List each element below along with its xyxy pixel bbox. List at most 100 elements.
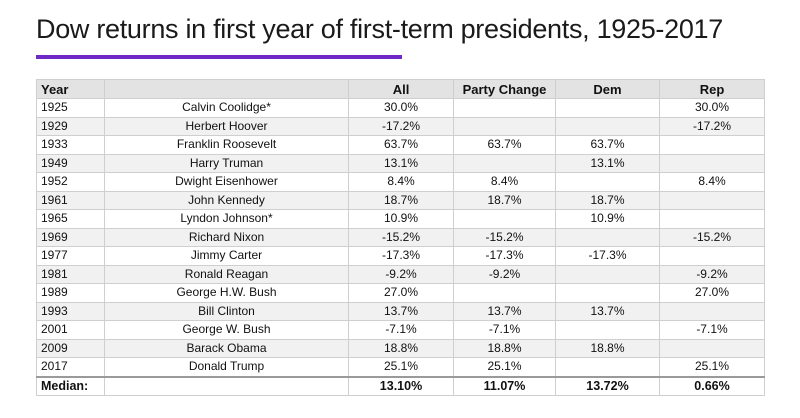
cell-party-change: -15.2% — [453, 227, 556, 247]
title-accent-bar — [36, 55, 402, 59]
cell-year: 1949 — [36, 153, 105, 173]
cell-dem — [555, 98, 660, 118]
cell-year: 1993 — [36, 301, 105, 321]
cell-dem — [555, 283, 660, 303]
cell-dem: 18.8% — [555, 338, 660, 358]
cell-president: George W. Bush — [104, 320, 349, 340]
cell-party-change: 25.1% — [453, 357, 556, 377]
cell-dem: -17.3% — [555, 246, 660, 266]
cell-year: 1977 — [36, 246, 105, 266]
column-header-dem: Dem — [555, 79, 660, 99]
cell-president: George H.W. Bush — [104, 283, 349, 303]
cell-president: Lyndon Johnson* — [104, 209, 349, 229]
cell-all: -15.2% — [348, 227, 454, 247]
table-row: 2001 George W. Bush -7.1% -7.1% -7.1% — [36, 320, 765, 340]
cell-year: 1969 — [36, 227, 105, 247]
column-header-president — [104, 79, 349, 99]
column-header-year: Year — [36, 79, 105, 99]
cell-president: Barack Obama — [104, 338, 349, 358]
table-row: 1949 Harry Truman 13.1% 13.1% — [36, 153, 765, 173]
cell-year: 1925 — [36, 98, 105, 118]
header-row: Year All Party Change Dem Rep — [36, 79, 765, 99]
median-dem: 13.72% — [555, 375, 660, 396]
cell-president: Harry Truman — [104, 153, 349, 173]
median-party-change: 11.07% — [453, 375, 556, 396]
table-row: 1965 Lyndon Johnson* 10.9% 10.9% — [36, 209, 765, 229]
cell-all: 63.7% — [348, 135, 454, 155]
cell-rep — [659, 209, 765, 229]
cell-president: Ronald Reagan — [104, 264, 349, 284]
column-header-party-change: Party Change — [453, 79, 556, 99]
table-row: 1961 John Kennedy 18.7% 18.7% 18.7% — [36, 190, 765, 210]
cell-dem: 10.9% — [555, 209, 660, 229]
cell-party-change: -9.2% — [453, 264, 556, 284]
cell-dem — [555, 172, 660, 192]
cell-year: 1989 — [36, 283, 105, 303]
column-header-rep: Rep — [659, 79, 765, 99]
cell-dem: 13.7% — [555, 301, 660, 321]
cell-all: -7.1% — [348, 320, 454, 340]
median-row: Median: 13.10% 11.07% 13.72% 0.66% — [36, 375, 765, 396]
column-header-all: All — [348, 79, 454, 99]
median-blank — [104, 375, 349, 396]
cell-all: 10.9% — [348, 209, 454, 229]
cell-president: John Kennedy — [104, 190, 349, 210]
cell-president: Dwight Eisenhower — [104, 172, 349, 192]
cell-rep — [659, 135, 765, 155]
table-row: 1993 Bill Clinton 13.7% 13.7% 13.7% — [36, 301, 765, 321]
table-row: 1925 Calvin Coolidge* 30.0% 30.0% — [36, 98, 765, 118]
cell-president: Donald Trump — [104, 357, 349, 377]
cell-dem: 13.1% — [555, 153, 660, 173]
cell-all: 13.1% — [348, 153, 454, 173]
cell-party-change: 13.7% — [453, 301, 556, 321]
table-row: 1929 Herbert Hoover -17.2% -17.2% — [36, 116, 765, 136]
cell-party-change: 63.7% — [453, 135, 556, 155]
cell-president: Calvin Coolidge* — [104, 98, 349, 118]
table-row: 2017 Donald Trump 25.1% 25.1% 25.1% — [36, 357, 765, 377]
cell-rep: -17.2% — [659, 116, 765, 136]
cell-all: 13.7% — [348, 301, 454, 321]
cell-dem — [555, 357, 660, 377]
cell-rep — [659, 153, 765, 173]
cell-rep — [659, 301, 765, 321]
cell-year: 1981 — [36, 264, 105, 284]
cell-all: -17.3% — [348, 246, 454, 266]
table-row: 1977 Jimmy Carter -17.3% -17.3% -17.3% — [36, 246, 765, 266]
cell-year: 1929 — [36, 116, 105, 136]
table-row: 1969 Richard Nixon -15.2% -15.2% -15.2% — [36, 227, 765, 247]
cell-dem — [555, 116, 660, 136]
table-row: 1981 Ronald Reagan -9.2% -9.2% -9.2% — [36, 264, 765, 284]
cell-all: 25.1% — [348, 357, 454, 377]
cell-party-change — [453, 153, 556, 173]
cell-rep — [659, 190, 765, 210]
cell-rep: 30.0% — [659, 98, 765, 118]
chart-title: Dow returns in first year of first-term … — [36, 14, 723, 44]
cell-year: 2017 — [36, 357, 105, 377]
table-row: 1989 George H.W. Bush 27.0% 27.0% — [36, 283, 765, 303]
median-rep: 0.66% — [659, 375, 765, 396]
cell-rep: -15.2% — [659, 227, 765, 247]
cell-dem — [555, 320, 660, 340]
cell-all: 8.4% — [348, 172, 454, 192]
cell-president: Bill Clinton — [104, 301, 349, 321]
cell-all: -9.2% — [348, 264, 454, 284]
returns-table: Year All Party Change Dem Rep 1925 Calvin… — [36, 79, 765, 396]
cell-party-change — [453, 283, 556, 303]
cell-president: Jimmy Carter — [104, 246, 349, 266]
cell-year: 1933 — [36, 135, 105, 155]
cell-rep: -7.1% — [659, 320, 765, 340]
cell-year: 1952 — [36, 172, 105, 192]
cell-all: 18.8% — [348, 338, 454, 358]
cell-dem — [555, 264, 660, 284]
cell-party-change: 18.8% — [453, 338, 556, 358]
cell-party-change — [453, 116, 556, 136]
cell-dem: 63.7% — [555, 135, 660, 155]
cell-year: 1965 — [36, 209, 105, 229]
median-label: Median: — [36, 375, 105, 396]
cell-rep: -9.2% — [659, 264, 765, 284]
cell-rep: 8.4% — [659, 172, 765, 192]
cell-all: 30.0% — [348, 98, 454, 118]
cell-all: 27.0% — [348, 283, 454, 303]
cell-president: Franklin Roosevelt — [104, 135, 349, 155]
cell-all: -17.2% — [348, 116, 454, 136]
